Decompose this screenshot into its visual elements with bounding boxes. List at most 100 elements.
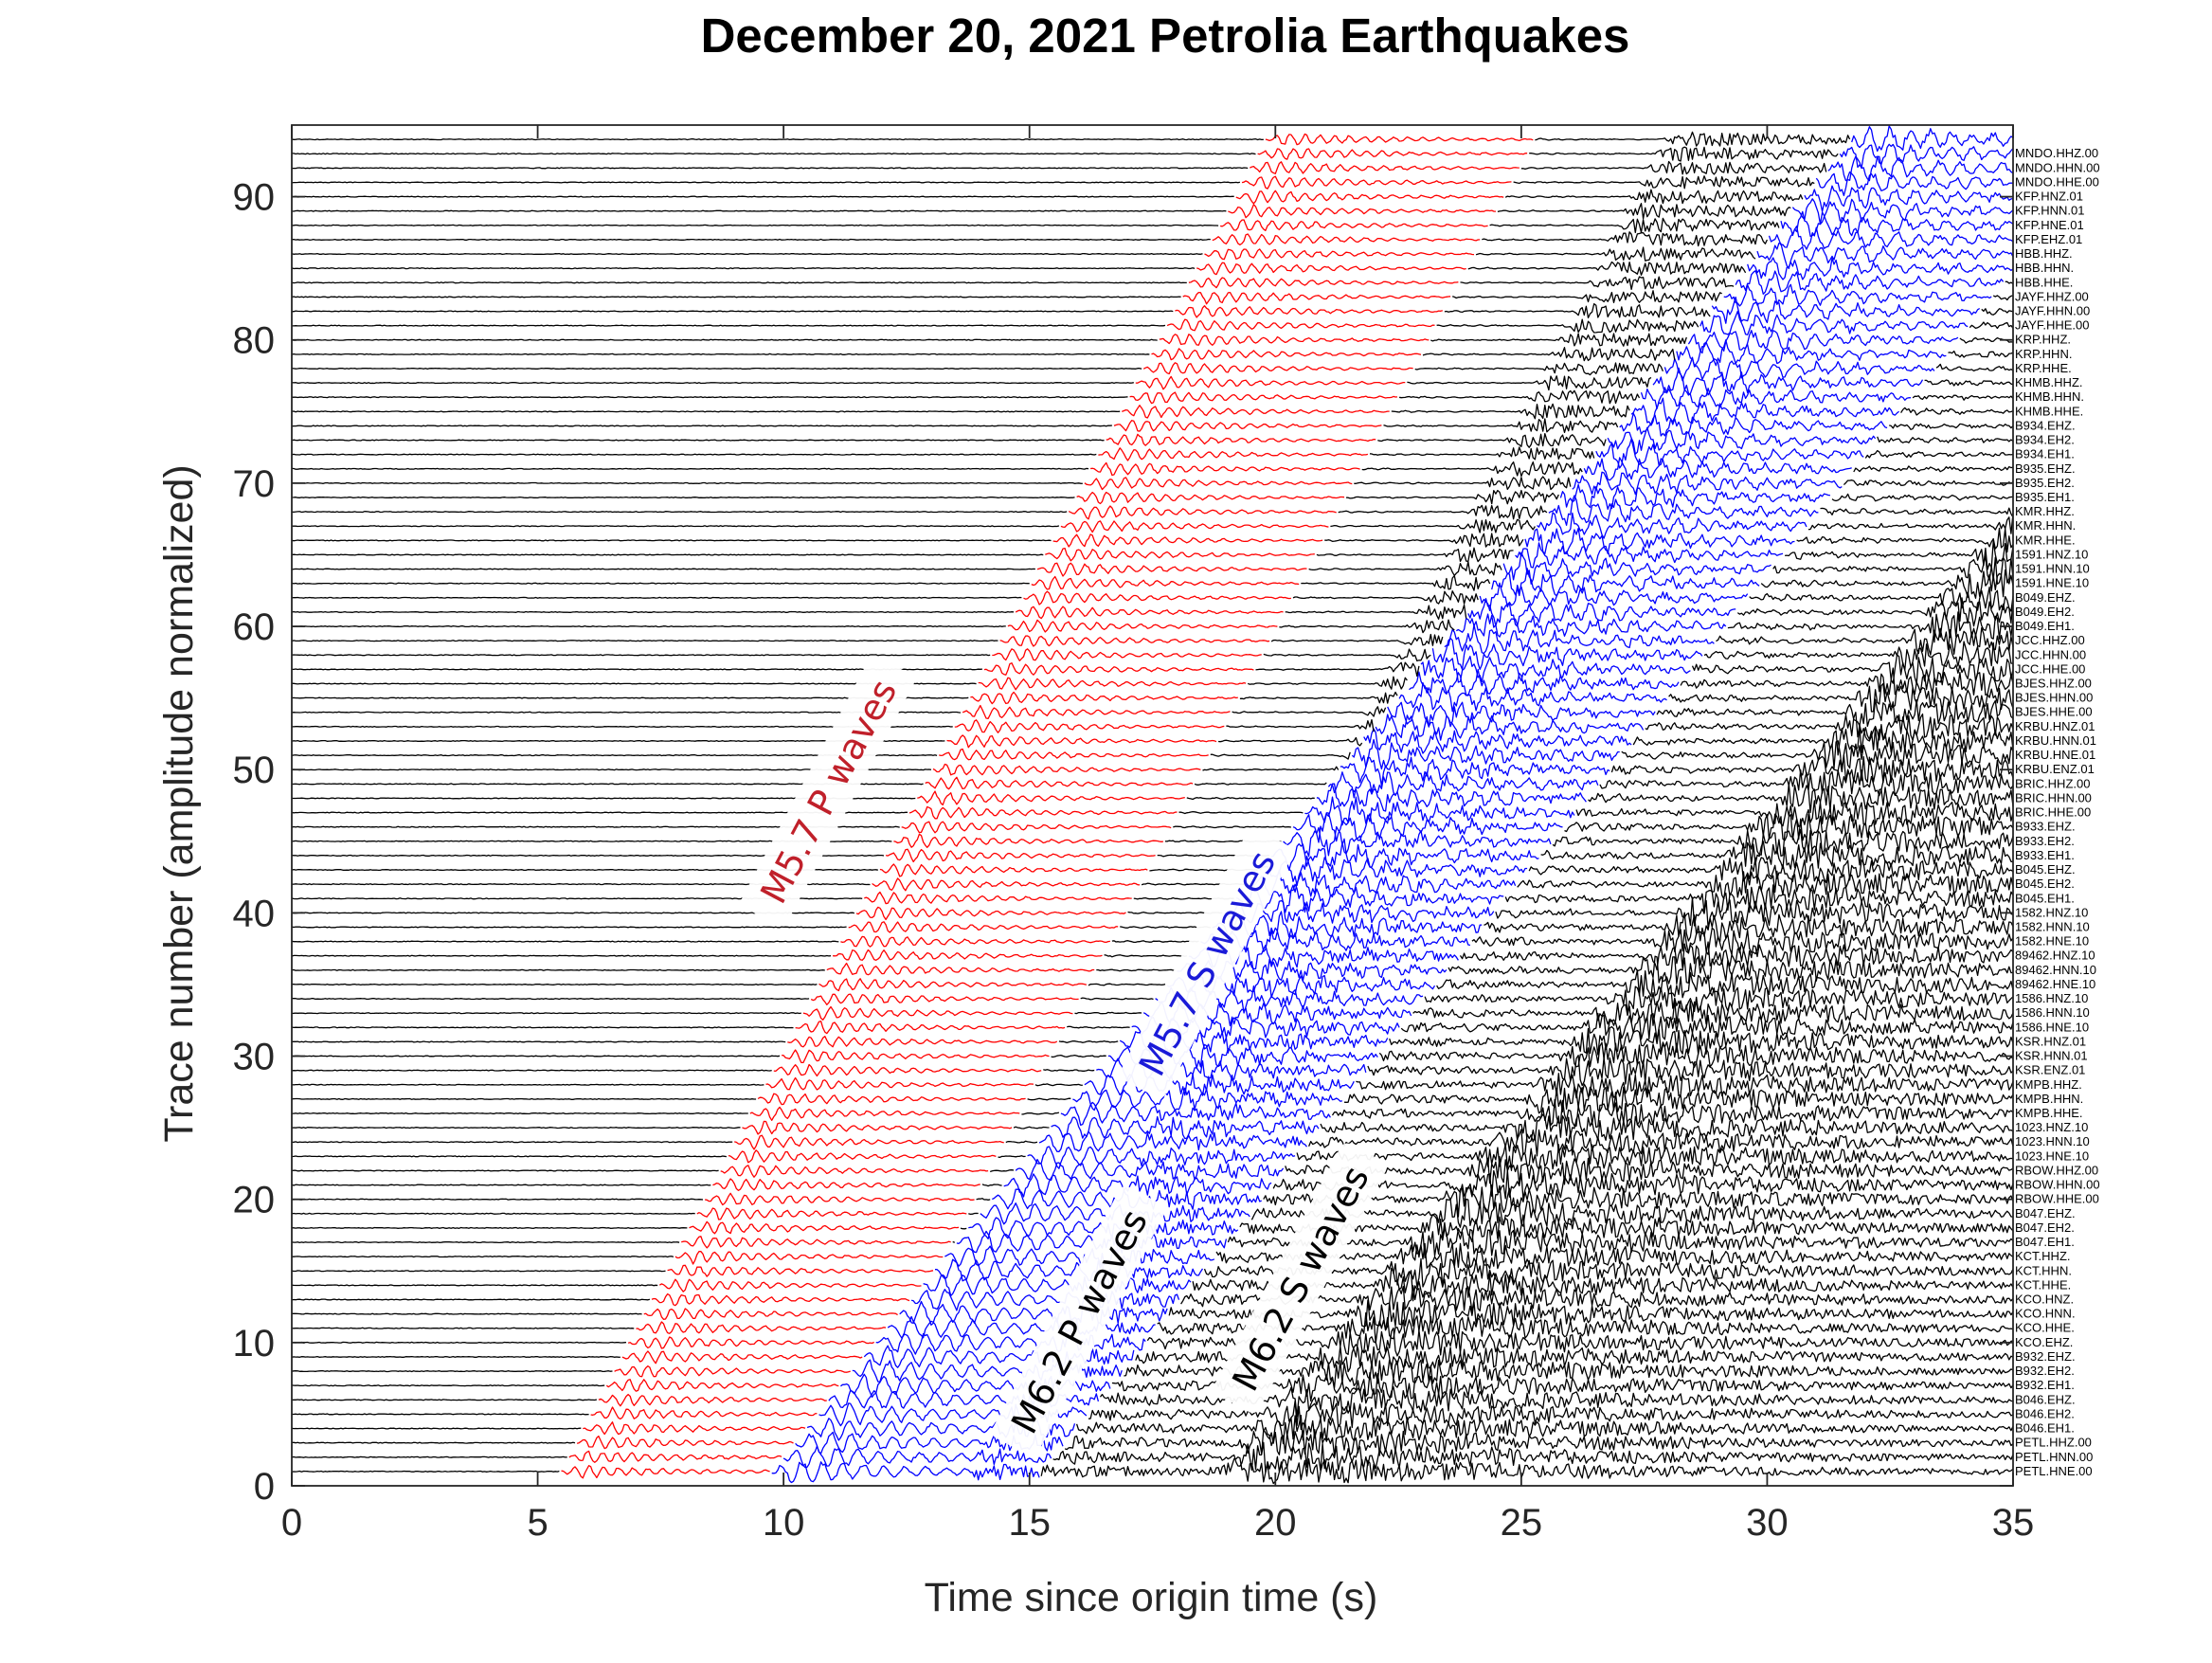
y-tick-label-0: 0	[254, 1466, 275, 1508]
station-labels-layer: PETL.HNE.00PETL.HNN.00PETL.HHZ.00B046.EH…	[2015, 146, 2100, 1478]
trace-57-segment-3	[1420, 656, 1691, 683]
station-label-26: KMPB.HHE.	[2015, 1106, 2083, 1120]
trace-43-segment-3	[1259, 855, 1528, 887]
trace-27-segment-1	[757, 1093, 1026, 1106]
station-label-65: 1591.HNZ.10	[2015, 548, 2088, 562]
station-label-59: JCC.HHZ.00	[2015, 633, 2085, 647]
trace-17-segment-1	[681, 1236, 951, 1249]
trace-20-segment-0	[291, 1198, 704, 1201]
trace-15-segment-1	[667, 1264, 934, 1277]
trace-85-segment-3	[1747, 257, 2014, 280]
trace-17-segment-3	[956, 1230, 1228, 1255]
trace-69-segment-4	[1831, 493, 2014, 502]
trace-27-segment-4	[1343, 1086, 2014, 1114]
station-label-66: KMR.HHE.	[2015, 533, 2076, 547]
trace-55-segment-3	[1398, 682, 1667, 713]
trace-70-segment-2	[1354, 476, 1572, 491]
trace-71-segment-3	[1583, 457, 1852, 481]
station-label-77: KHMB.HHZ.	[2015, 375, 2083, 389]
trace-23-segment-3	[1027, 1146, 1296, 1169]
traces-layer	[291, 125, 2014, 1485]
trace-30-segment-4	[1378, 1041, 2014, 1068]
trace-51-segment-3	[1351, 738, 1620, 770]
trace-9-segment-3	[863, 1345, 1135, 1368]
trace-18-segment-4	[1239, 1214, 2014, 1243]
trace-57-segment-2	[1255, 661, 1420, 678]
trace-54-segment-3	[1387, 701, 1656, 728]
trace-57-segment-1	[983, 662, 1254, 676]
trace-67-segment-0	[291, 525, 1060, 528]
station-label-20: RBOW.HHE.00	[2015, 1192, 2099, 1206]
station-label-41: B045.EH1.	[2015, 891, 2075, 905]
trace-44-segment-3	[1270, 841, 1539, 871]
station-label-32: 1586.HNE.10	[2015, 1020, 2089, 1034]
trace-27-segment-2	[1027, 1097, 1071, 1101]
trace-56-segment-1	[978, 677, 1247, 691]
trace-22-segment-4	[1285, 1156, 2014, 1185]
trace-55-segment-1	[970, 691, 1238, 705]
trace-80-segment-2	[1430, 333, 1687, 347]
trace-17-segment-0	[291, 1240, 680, 1244]
trace-39-segment-0	[291, 926, 847, 929]
trace-42-segment-4	[1517, 870, 2014, 900]
trace-69-segment-1	[1076, 491, 1345, 505]
trace-84-segment-1	[1188, 277, 1459, 289]
trace-68-segment-0	[291, 511, 1068, 514]
trace-72-segment-0	[291, 453, 1097, 456]
callout-1: M5.7 P waves	[741, 656, 915, 927]
trace-23-segment-0	[291, 1155, 727, 1158]
trace-39-segment-4	[1484, 912, 2014, 943]
trace-74-segment-4	[1889, 423, 2014, 430]
trace-45-segment-3	[1283, 825, 1552, 858]
trace-3-segment-1	[576, 1435, 794, 1450]
station-label-84: HBB.HHE.	[2015, 275, 2073, 289]
trace-27-segment-0	[291, 1097, 757, 1100]
y-tick-label-10: 10	[233, 1323, 276, 1365]
trace-65-segment-2	[1316, 547, 1514, 563]
station-label-35: 89462.HNE.10	[2015, 977, 2095, 991]
trace-34-segment-0	[292, 998, 810, 1001]
trace-88-segment-0	[291, 224, 1219, 226]
trace-5-segment-0	[292, 1413, 589, 1416]
trace-47-segment-1	[908, 805, 1178, 820]
callout-3: M6.2 P waves	[992, 1185, 1166, 1456]
trace-2-segment-1	[568, 1450, 782, 1463]
trace-11-segment-1	[636, 1321, 887, 1334]
station-label-57: JCC.HHE.00	[2015, 661, 2085, 676]
station-label-90: KFP.HNZ.01	[2015, 190, 2083, 204]
trace-91-segment-0	[291, 181, 1241, 184]
station-label-80: KRP.HHZ.	[2015, 333, 2071, 347]
trace-25-segment-2	[1013, 1126, 1050, 1130]
y-tick-label-40: 40	[233, 893, 276, 934]
trace-12-segment-0	[292, 1312, 642, 1315]
station-label-28: KMPB.HHZ.	[2015, 1077, 2082, 1092]
trace-24-segment-0	[291, 1141, 733, 1144]
trace-92-segment-0	[292, 167, 1249, 170]
y-tick-label-70: 70	[233, 463, 276, 505]
station-label-27: KMPB.HHN.	[2015, 1092, 2083, 1106]
station-label-53: KRBU.HNZ.01	[2015, 719, 2095, 733]
trace-48-segment-3	[1316, 783, 1587, 812]
trace-94-segment-1	[1265, 133, 1534, 146]
station-label-31: KSR.HNZ.01	[2015, 1034, 2086, 1048]
trace-88-segment-1	[1220, 219, 1488, 231]
trace-83-segment-2	[1451, 290, 1722, 303]
trace-73-segment-4	[1877, 436, 2014, 443]
trace-30-segment-2	[1051, 1054, 1106, 1058]
station-label-43: B045.EHZ.	[2015, 862, 2076, 877]
station-label-92: MNDO.HHN.00	[2015, 160, 2100, 174]
trace-17-segment-2	[952, 1240, 956, 1243]
trace-58-segment-2	[1263, 648, 1431, 662]
trace-23-segment-2	[998, 1155, 1026, 1158]
trace-50-segment-2	[1202, 766, 1340, 771]
trace-48-segment-1	[917, 790, 1185, 805]
trace-30-segment-1	[782, 1049, 1050, 1064]
trace-65-segment-0	[291, 553, 1044, 556]
trace-7-segment-1	[605, 1379, 839, 1392]
station-label-68: KMR.HHZ.	[2015, 504, 2075, 518]
trace-30-segment-0	[291, 1055, 781, 1057]
trace-83-segment-4	[1992, 295, 2014, 301]
trace-59-segment-2	[1270, 633, 1444, 646]
trace-58-segment-4	[1703, 641, 2014, 671]
trace-11-segment-0	[291, 1327, 635, 1329]
